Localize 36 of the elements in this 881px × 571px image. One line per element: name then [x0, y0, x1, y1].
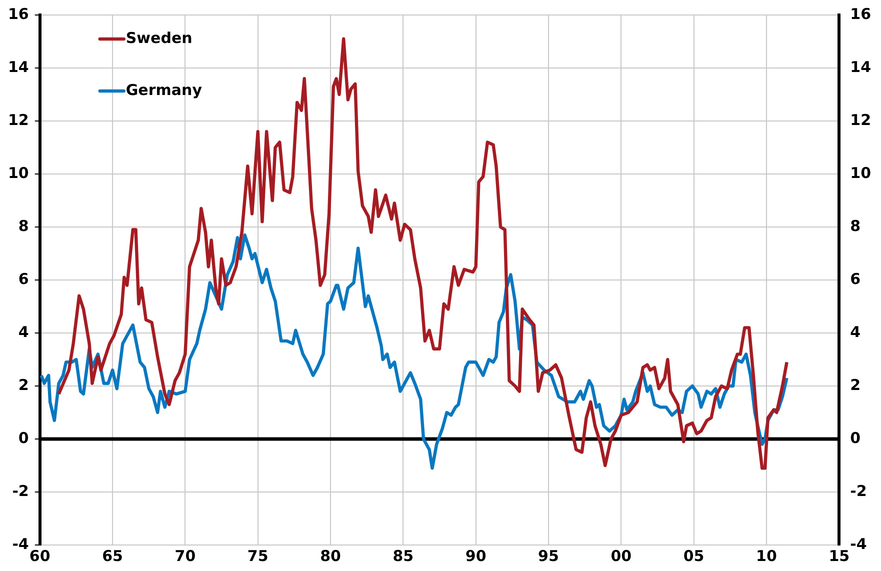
- x-tick-label: 90: [465, 546, 486, 565]
- y-tick-label: 14: [8, 58, 29, 76]
- legend-label: Sweden: [126, 28, 192, 47]
- x-tick-label: 65: [102, 546, 123, 565]
- x-tick-label: 85: [392, 546, 414, 565]
- y2-tick-label: 14: [850, 58, 871, 76]
- y2-tick-label: 2: [850, 376, 861, 394]
- y2-tick-label: 10: [850, 164, 871, 182]
- y2-tick-label: -2: [850, 482, 867, 500]
- y-tick-label: 12: [8, 110, 29, 129]
- y-tick-label: -2: [12, 482, 29, 500]
- y2-tick-label: 4: [850, 322, 861, 341]
- y2-tick-label: 8: [850, 216, 861, 235]
- y-tick-label: 10: [8, 164, 29, 182]
- x-tick-label: 70: [174, 546, 196, 565]
- y2-tick-label: 16: [850, 4, 871, 23]
- x-tick-label: 75: [247, 546, 268, 565]
- x-tick-label: 60: [29, 546, 50, 565]
- x-tick-label: 05: [683, 546, 704, 565]
- y2-tick-label: 0: [850, 428, 861, 447]
- y2-tick-label: 6: [850, 270, 861, 288]
- y-tick-label: -4: [12, 534, 29, 553]
- y-tick-label: 16: [8, 4, 29, 23]
- y-tick-label: 4: [18, 322, 29, 341]
- legend-label: Germany: [126, 80, 202, 99]
- y2-tick-label: 12: [850, 110, 871, 129]
- y2-tick-label: -4: [850, 534, 867, 553]
- y-tick-label: 6: [18, 270, 29, 288]
- x-tick-label: 15: [828, 546, 850, 565]
- x-tick-label: 80: [320, 546, 341, 565]
- x-tick-label: 00: [610, 546, 632, 565]
- x-tick-label: 10: [756, 546, 777, 565]
- y-tick-label: 2: [18, 376, 29, 394]
- y-tick-label: 0: [18, 428, 29, 447]
- x-tick-label: 95: [538, 546, 559, 565]
- y-tick-label: 8: [18, 216, 29, 235]
